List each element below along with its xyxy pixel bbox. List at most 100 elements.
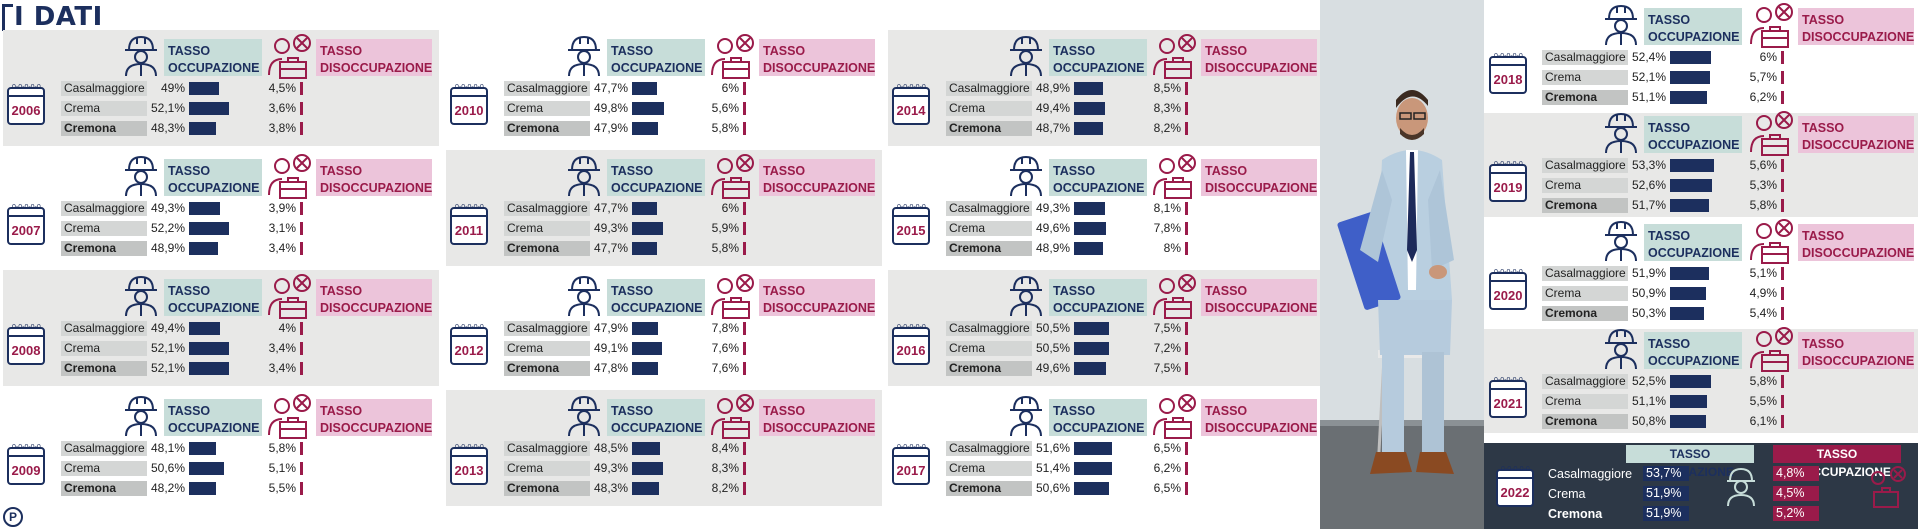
table-row: Crema 51,9% 4,5% (1548, 486, 1908, 502)
unemployment-bar (743, 102, 746, 115)
occupation-bar (189, 82, 219, 95)
table-row: Crema 49,1% 7,6% (504, 341, 874, 356)
occupation-bar (1074, 242, 1104, 255)
unemployment-value: 5,9% (711, 221, 739, 235)
unemployment-value: 5,1% (1749, 266, 1777, 280)
occupation-bar (189, 222, 230, 235)
year-block-2006: TASSO OCCUPAZIONE TASSO DISOCCUPAZIONE 0-0-0… (3, 30, 439, 146)
calendar-icon: 0-0-0-0-0 2015 (892, 204, 930, 245)
city-label: Crema (1542, 394, 1628, 409)
header-tasso-disoccupazione: TASSO DISOCCUPAZIONE (316, 399, 432, 436)
occupation-value: 48,2% (150, 481, 185, 495)
header-line-tasso: TASSO (1648, 13, 1691, 27)
table-row: Cremona 47,9% 5,8% (504, 121, 874, 136)
calendar-rings: 0-0-0-0-0 (12, 324, 41, 331)
unemployment-value: 3,6% (268, 101, 296, 115)
table-row: Cremona 52,1% 3,4% (61, 361, 431, 376)
occupation-value: 48,3% (593, 481, 628, 495)
city-label: Casalmaggiore (1548, 467, 1633, 481)
year-label: 2012 (454, 343, 484, 358)
unemployment-value: 7,8% (1153, 221, 1181, 235)
header-line-occupazione: OCCUPAZIONE (168, 181, 260, 195)
header-line-tasso: TASSO (168, 164, 211, 178)
table-row: Casalmaggiore 47,9% 7,8% (504, 321, 874, 336)
unemployment-bar (1781, 267, 1784, 280)
unemployment-bar (743, 482, 746, 495)
city-label: Casalmaggiore (1542, 266, 1628, 281)
unemployment-value: 3,4% (268, 241, 296, 255)
city-label: Crema (946, 341, 1032, 356)
header-line-occupazione: OCCUPAZIONE (1648, 246, 1740, 260)
city-label: Crema (946, 221, 1032, 236)
table-row: Cremona 50,8% 6,1% (1542, 414, 1912, 429)
table-row: Cremona 48,7% 8,2% (946, 121, 1316, 136)
unemployment-bar (1185, 462, 1188, 475)
header-line-tasso: TASSO (611, 44, 654, 58)
occupation-value: 50,6% (150, 461, 185, 475)
header-line-disoccupazione: DISOCCUPAZIONE (1802, 138, 1915, 152)
header-tasso-disoccupazione: TASSO DISOCCUPAZIONE (316, 159, 432, 196)
header-tasso-disoccupazione: TASSO DISOCCUPAZIONE (316, 39, 432, 76)
city-label: Crema (61, 221, 147, 236)
header-line-tasso: TASSO (320, 404, 363, 418)
unemployment-value: 7,2% (1153, 341, 1181, 355)
calendar-rings: 0-0-0-0-0 (1494, 53, 1523, 60)
unemployment-value: 6,2% (1749, 90, 1777, 104)
header-line-occupazione: OCCUPAZIONE (611, 301, 703, 315)
city-label: Crema (504, 221, 590, 236)
unemployed-briefcase-icon (709, 153, 757, 204)
header-line-tasso: TASSO (1205, 44, 1248, 58)
occupation-value: 47,9% (593, 121, 628, 135)
unemployment-bar (300, 222, 303, 235)
unemployment-value: 8,4% (711, 441, 739, 455)
unemployed-briefcase-icon (266, 273, 314, 324)
occupation-bar (1670, 71, 1710, 84)
occupation-value: 49,3% (593, 461, 628, 475)
occupation-bar (1074, 322, 1109, 335)
header-tasso-occupazione: TASSO OCCUPAZIONE (164, 39, 262, 76)
year-label: 2017 (896, 463, 926, 478)
header-line-occupazione: OCCUPAZIONE (1053, 61, 1145, 75)
header-line-occupazione: OCCUPAZIONE (168, 61, 260, 75)
unemployment-bar (743, 322, 746, 335)
year-block-2013: TASSO OCCUPAZIONE TASSO DISOCCUPAZIONE 0-0-0… (446, 390, 882, 506)
unemployment-bar (743, 362, 746, 375)
table-row: Casalmaggiore 47,7% 6% (504, 81, 874, 96)
occupation-value: 49% (160, 81, 185, 95)
table-row: Casalmaggiore 49,4% 4% (61, 321, 431, 336)
table-row: Cremona 48,3% 3,8% (61, 121, 431, 136)
worker-helmet-icon (1602, 218, 1640, 267)
year-block-2008: TASSO OCCUPAZIONE TASSO DISOCCUPAZIONE 0-0-0… (3, 270, 439, 386)
unemployment-bar (1185, 342, 1188, 355)
unemployment-bar (300, 342, 303, 355)
table-row: Crema 52,2% 3,1% (61, 221, 431, 236)
calendar-rings: 0-0-0-0-0 (455, 204, 484, 211)
unemployment-value: 3,4% (268, 361, 296, 375)
occupation-bar (189, 102, 229, 115)
occupation-bar (1074, 102, 1106, 115)
unemployed-briefcase-icon (1151, 273, 1199, 324)
header-line-disoccupazione: DISOCCUPAZIONE (1802, 354, 1915, 368)
city-label: Casalmaggiore (946, 81, 1032, 96)
header-line-disoccupazione: DISOCCUPAZIONE (763, 421, 876, 435)
occupation-value: 48,5% (593, 441, 628, 455)
header-tasso-disoccupazione: TASSO DISOCCUPAZIONE (1201, 159, 1317, 196)
occupation-bar (189, 122, 217, 135)
city-label: Crema (504, 101, 590, 116)
unemployed-briefcase-icon (709, 33, 757, 84)
unemployment-value: 5,5% (1749, 394, 1777, 408)
unemployment-bar (300, 442, 303, 455)
calendar-icon: 0-0-0-0-0 2012 (450, 324, 488, 365)
unemployed-briefcase-icon (709, 273, 757, 324)
occupation-value: 48,9% (1035, 81, 1070, 95)
table-row: Casalmaggiore 48,5% 8,4% (504, 441, 874, 456)
occupation-bar (189, 322, 221, 335)
city-label: Cremona (946, 121, 1032, 136)
header-tasso-disoccupazione: TASSO DISOCCUPAZIONE (759, 159, 875, 196)
city-label: Crema (946, 461, 1032, 476)
year-block-2018: TASSO OCCUPAZIONE TASSO DISOCCUPAZIONE 0-0-0… (1484, 3, 1918, 109)
city-label: Crema (946, 101, 1032, 116)
occupation-value: 51,4% (1035, 461, 1070, 475)
table-row: Crema 49,6% 7,8% (946, 221, 1316, 236)
year-label: 2014 (896, 103, 926, 118)
